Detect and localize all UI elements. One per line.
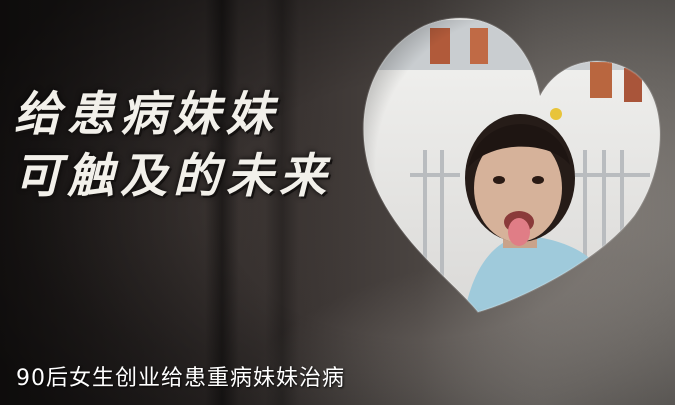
caption: 90后女生创业给患重病妹妹治病 xyxy=(16,366,345,391)
headline-line-2: 可触及的未来 xyxy=(14,149,332,204)
headline-line-1: 给患病妹妹 xyxy=(14,87,279,142)
headline: 给患病妹妹 可触及的未来 xyxy=(14,84,332,208)
